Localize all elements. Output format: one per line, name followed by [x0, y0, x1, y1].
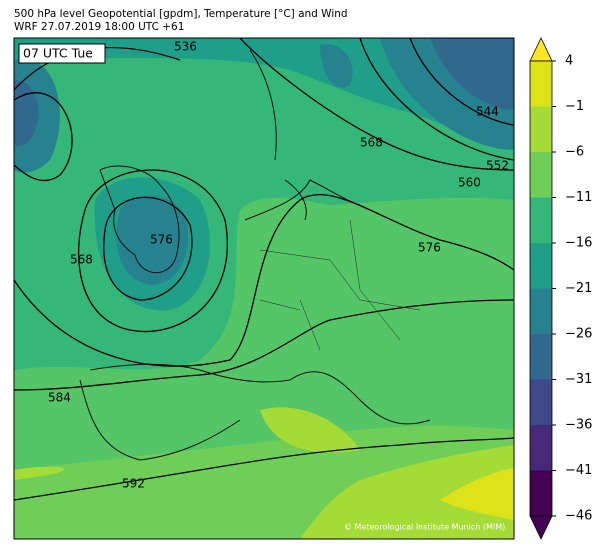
colorbar-band: [530, 243, 552, 289]
colorbar-band: [530, 61, 552, 107]
contour-label: 560: [458, 176, 481, 190]
colorbar-extend-bottom: [529, 515, 553, 540]
colorbar-tick-label: −1: [565, 99, 584, 114]
contour-label: 536: [174, 40, 197, 54]
contour-label: 576: [150, 233, 173, 247]
colorbar-band: [530, 379, 552, 425]
time-box: [18, 43, 106, 64]
colorbar-band: [530, 334, 552, 380]
credit: © Meteorological Institute Munich (MIM): [344, 523, 505, 532]
contour-label: 568: [70, 253, 93, 267]
colorbar-band: [530, 425, 552, 471]
colorbar-tick-label: −36: [565, 418, 592, 433]
colorbar-tick-label: −46: [565, 509, 592, 524]
time-label: 07 UTC Tue: [23, 46, 93, 61]
title: 500 hPa level Geopotential [gpdm], Tempe…: [14, 8, 348, 20]
subtitle: WRF 27.07.2019 18:00 UTC +61: [14, 21, 184, 33]
colorbar-tick-label: −16: [565, 236, 592, 251]
map-frame: [13, 37, 515, 540]
contour-label: 576: [418, 241, 441, 255]
colorbar-extend-top: [529, 37, 553, 62]
colorbar-band: [530, 288, 552, 334]
contour-label: 552: [486, 159, 509, 173]
colorbar-tick-label: −11: [565, 190, 592, 205]
colorbar: 4 −1 −6 −11 −16 −21 −26 −31 −36 −41 −46: [529, 37, 592, 540]
colorbar-band: [530, 106, 552, 152]
contour-label: 544: [476, 105, 499, 119]
colorbar-tick-label: −21: [565, 281, 592, 296]
map: 536 568 568 560 552 544 576 576 584 592 …: [14, 38, 514, 539]
colorbar-band: [530, 470, 552, 516]
colorbar-band: [530, 197, 552, 243]
colorbar-tick-label: −26: [565, 327, 592, 342]
contour-label: 592: [122, 477, 145, 491]
colorbar-tick-label: −31: [565, 372, 592, 387]
contour-label: 568: [360, 136, 383, 150]
contour-label: 584: [48, 391, 71, 405]
colorbar-tick-label: −6: [565, 145, 584, 160]
colorbar-tick-label: −41: [565, 463, 592, 478]
colorbar-tick-label: 4: [565, 54, 573, 69]
colorbar-band: [530, 152, 552, 198]
